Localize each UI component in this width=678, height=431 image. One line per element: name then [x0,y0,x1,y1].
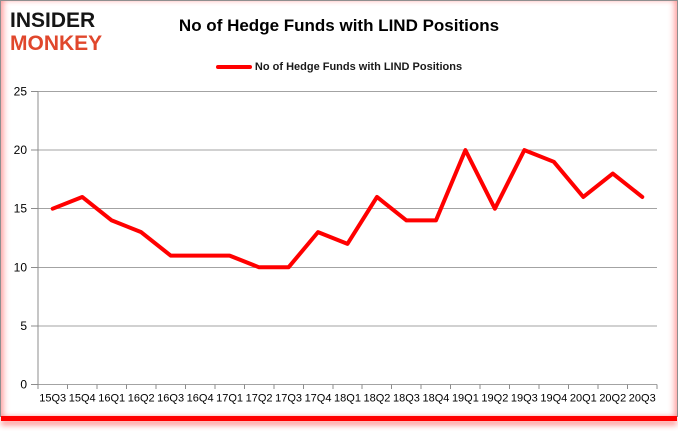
x-tick-label: 17Q1 [216,393,243,405]
x-tick-label: 19Q4 [540,393,567,405]
x-tick-label: 18Q4 [422,393,449,405]
logo-line2: MONKEY [10,32,103,55]
legend-line-swatch [215,65,252,69]
y-tick-label: 15 [14,202,28,216]
x-tick-label: 18Q3 [393,393,420,405]
x-tick-label: 19Q2 [481,393,508,405]
x-tick-label: 15Q3 [39,393,66,405]
x-tick-label: 16Q2 [128,393,155,405]
x-tick-label: 18Q2 [364,393,391,405]
x-tick-label: 17Q2 [246,393,273,405]
x-tick-label: 19Q3 [511,393,538,405]
y-tick-label: 10 [14,260,28,274]
legend-label: No of Hedge Funds with LIND Positions [254,61,463,73]
y-tick-label: 0 [20,378,27,392]
series-line [50,148,645,270]
x-tick-label: 16Q3 [157,393,184,405]
logo-line1: INSIDER [10,9,96,32]
x-tick-label: 17Q4 [305,393,332,405]
page-title: No of Hedge Funds with LIND Positions [178,16,500,35]
x-tick-label: 20Q3 [629,393,656,405]
y-tick-label: 25 [14,85,28,99]
x-tick-label: 18Q1 [334,393,361,405]
x-tick-label: 15Q4 [69,393,96,405]
legend: No of Hedge Funds with LIND Positions [0,61,678,73]
y-tick-label: 20 [14,143,28,157]
insider-monkey-logo: INSIDER MONKEY [10,9,102,55]
grid-and-axes [31,91,658,389]
x-tick-label: 20Q1 [570,393,597,405]
x-tick-label: 19Q1 [452,393,479,405]
x-tick-label: 20Q2 [599,393,626,405]
x-tick-label: 16Q4 [187,393,214,405]
x-tick-label: 17Q3 [275,393,302,405]
frame-bottom-red-bar [1,416,677,421]
x-tick-label: 16Q1 [98,393,125,405]
y-tick-label: 5 [20,319,27,333]
